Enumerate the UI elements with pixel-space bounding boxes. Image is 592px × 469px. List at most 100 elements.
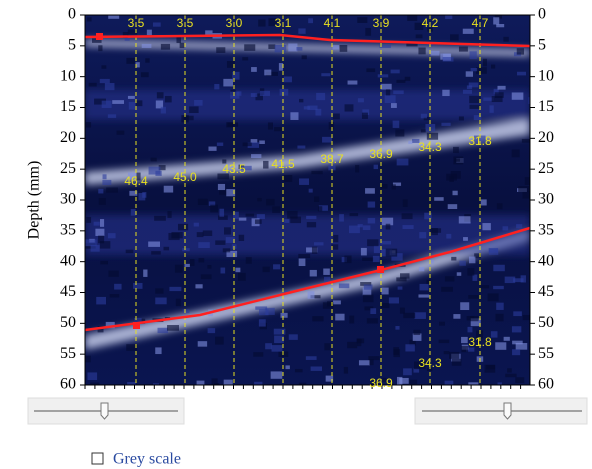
speckle-cell [107, 233, 116, 239]
speckle-cell [223, 227, 231, 235]
speckle-cell [491, 64, 496, 69]
speckle-cell [184, 263, 190, 268]
speckle-cell [266, 71, 278, 76]
speckle-cell [207, 328, 216, 334]
speckle-cell [373, 245, 381, 254]
speckle-cell [517, 71, 527, 76]
speckle-cell [360, 247, 367, 256]
speckle-cell [308, 18, 314, 24]
speckle-cell [238, 217, 247, 221]
speckle-cell [467, 326, 473, 333]
speckle-cell [365, 27, 372, 36]
speckle-cell [449, 351, 460, 359]
speckle-cell [413, 329, 421, 336]
speckle-cell [176, 35, 181, 44]
speckle-cell [227, 122, 239, 127]
speckle-cell [494, 15, 502, 19]
speckle-cell [362, 257, 374, 261]
speckle-cell [148, 166, 161, 175]
speckle-cell [385, 248, 398, 257]
speckle-cell [104, 82, 115, 91]
y-tick-label: 55 [60, 345, 76, 362]
top-boundary [84, 33, 531, 48]
speckle-cell [197, 341, 208, 347]
speckle-cell [88, 82, 97, 87]
speckle-cell [256, 214, 265, 220]
speckle-cell [380, 303, 390, 309]
speckle-cell [362, 225, 371, 231]
speckle-cell [223, 379, 233, 385]
checkbox[interactable] [91, 452, 104, 465]
echo-band [85, 90, 530, 120]
slider-thumb[interactable] [503, 402, 512, 420]
speckle-cell [458, 116, 464, 121]
speckle-cell [384, 95, 396, 104]
y-tick-label: 50 [538, 314, 554, 331]
speckle-cell [208, 201, 216, 206]
speckle-cell [418, 47, 426, 55]
speckle-cell [182, 248, 190, 252]
speckle-cell [211, 378, 218, 385]
slider-thumb[interactable] [100, 402, 109, 420]
speckle-cell [367, 217, 376, 224]
speckle-cell [444, 276, 455, 282]
y-tick-label: 5 [538, 37, 546, 54]
speckle-cell [403, 368, 412, 376]
speckle-cell [181, 115, 189, 123]
image-frame [84, 14, 531, 386]
speckle-cell [94, 98, 106, 105]
speckle-cell [347, 341, 358, 349]
speckle-cell [370, 308, 377, 315]
speckle-cell [469, 51, 477, 60]
speckle-cell [529, 382, 530, 385]
speckle-cell [232, 211, 239, 220]
speckle-cell [306, 215, 317, 220]
speckle-cell [244, 44, 256, 51]
speckle-cell [102, 179, 112, 186]
speckle-cell [512, 340, 523, 345]
speckle-cell [403, 312, 416, 319]
speckle-cell [372, 255, 380, 263]
speckle-cell [202, 230, 213, 237]
speckle-cell [301, 55, 307, 60]
speckle-cell [390, 69, 400, 74]
speckle-cell [458, 216, 471, 224]
speckle-cell [493, 285, 504, 290]
speckle-cell [391, 184, 396, 190]
speckle-cell [207, 265, 212, 269]
speckle-cell [347, 80, 358, 85]
speckle-cell [397, 286, 403, 290]
speckle-cell [298, 28, 306, 34]
speckle-cell [495, 313, 504, 322]
speckle-cell [503, 336, 510, 341]
speckle-cell [473, 135, 486, 144]
speckle-cell [473, 115, 482, 121]
speckle-cell [107, 114, 117, 118]
speckle-cell [167, 325, 180, 331]
speckle [85, 15, 530, 385]
depth-label: 46.4 [124, 174, 148, 188]
speckle-cell [513, 278, 524, 283]
speckle-cell [468, 256, 476, 264]
speckle-cell [235, 267, 241, 273]
speckle-cell [451, 358, 462, 366]
speckle-cell [520, 275, 526, 283]
speckle-cell [456, 272, 462, 276]
speckle-cell [245, 257, 252, 264]
y-tick-label: 10 [538, 67, 554, 84]
speckle-cell [216, 142, 224, 146]
speckle-cell [195, 284, 203, 289]
thickness-label: 3.0 [226, 16, 243, 30]
speckle-cell [321, 73, 331, 77]
speckle-cell [426, 279, 431, 284]
speckle-cell [516, 224, 523, 229]
speckle-cell [217, 183, 226, 191]
speckle-cell [423, 116, 430, 121]
speckle-cell [312, 316, 324, 322]
checkbox-label[interactable]: Grey scale [113, 451, 181, 468]
speckle-cell [467, 268, 475, 276]
depth-label: 36.9 [369, 147, 393, 161]
speckle-cell [385, 89, 391, 96]
speckle-cell [210, 204, 218, 213]
speckle-cell [468, 382, 479, 385]
